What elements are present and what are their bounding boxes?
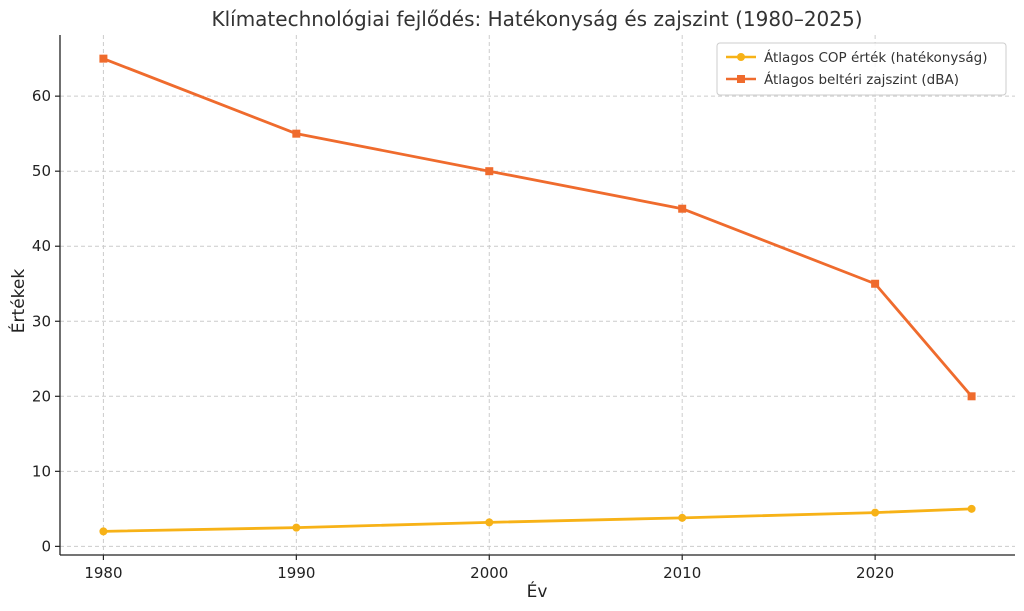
- data-point-1-1990: [292, 129, 301, 138]
- series: [99, 54, 976, 536]
- data-point-1-2000: [485, 167, 494, 176]
- data-point-0-1990: [292, 523, 301, 532]
- data-point-0-2000: [485, 518, 494, 527]
- y-tick-label-40: 40: [32, 237, 51, 255]
- data-point-0-2020: [871, 508, 880, 517]
- data-point-0-1980: [99, 527, 108, 536]
- x-axis-label: Év: [527, 580, 548, 602]
- y-tick-label-30: 30: [32, 312, 51, 330]
- legend-box: [716, 42, 1007, 96]
- y-axis-label: Értékek: [7, 269, 29, 334]
- legend-entry-noise: Átlagos beltéri zajszint (dBA): [726, 71, 959, 88]
- ticks: 1980 1990 2000 2010 2020 0 10 20 30 40 50 60: [32, 87, 894, 582]
- data-point-0-2025: [967, 504, 976, 513]
- x-tick-label-2010: 2010: [663, 564, 701, 582]
- y-tick-label-20: 20: [32, 387, 51, 405]
- x-tick-label-2020: 2020: [856, 564, 894, 582]
- data-point-1-2010: [678, 204, 687, 213]
- data-point-1-2025: [967, 392, 976, 401]
- legend-label-noise: Átlagos beltéri zajszint (dBA): [764, 71, 959, 88]
- x-tick-label-2000: 2000: [470, 564, 508, 582]
- legend: Átlagos COP érték (hatékonyság) Átlagos …: [716, 42, 1007, 96]
- data-point-1-2020: [871, 279, 880, 288]
- y-tick-label-10: 10: [32, 462, 51, 480]
- legend-entry-cop: Átlagos COP érték (hatékonyság): [726, 49, 988, 66]
- legend-label-cop: Átlagos COP érték (hatékonyság): [764, 49, 988, 66]
- x-tick-label-1980: 1980: [84, 564, 122, 582]
- data-point-1-1980: [99, 54, 108, 63]
- y-tick-label-60: 60: [32, 87, 51, 105]
- data-point-0-2010: [678, 513, 687, 522]
- series-line-1: [102, 57, 973, 398]
- series-1: [99, 54, 976, 401]
- series-line-0: [103, 507, 972, 533]
- axes: [59, 35, 1015, 556]
- legend-marker-noise: [737, 75, 745, 83]
- grid: [60, 35, 1015, 555]
- y-tick-label-0: 0: [41, 537, 51, 555]
- y-tick-label-50: 50: [32, 162, 51, 180]
- legend-marker-cop: [737, 53, 745, 61]
- series-0: [99, 504, 976, 536]
- x-tick-label-1990: 1990: [277, 564, 315, 582]
- chart-title: Klímatechnológiai fejlődés: Hatékonyság …: [211, 7, 862, 31]
